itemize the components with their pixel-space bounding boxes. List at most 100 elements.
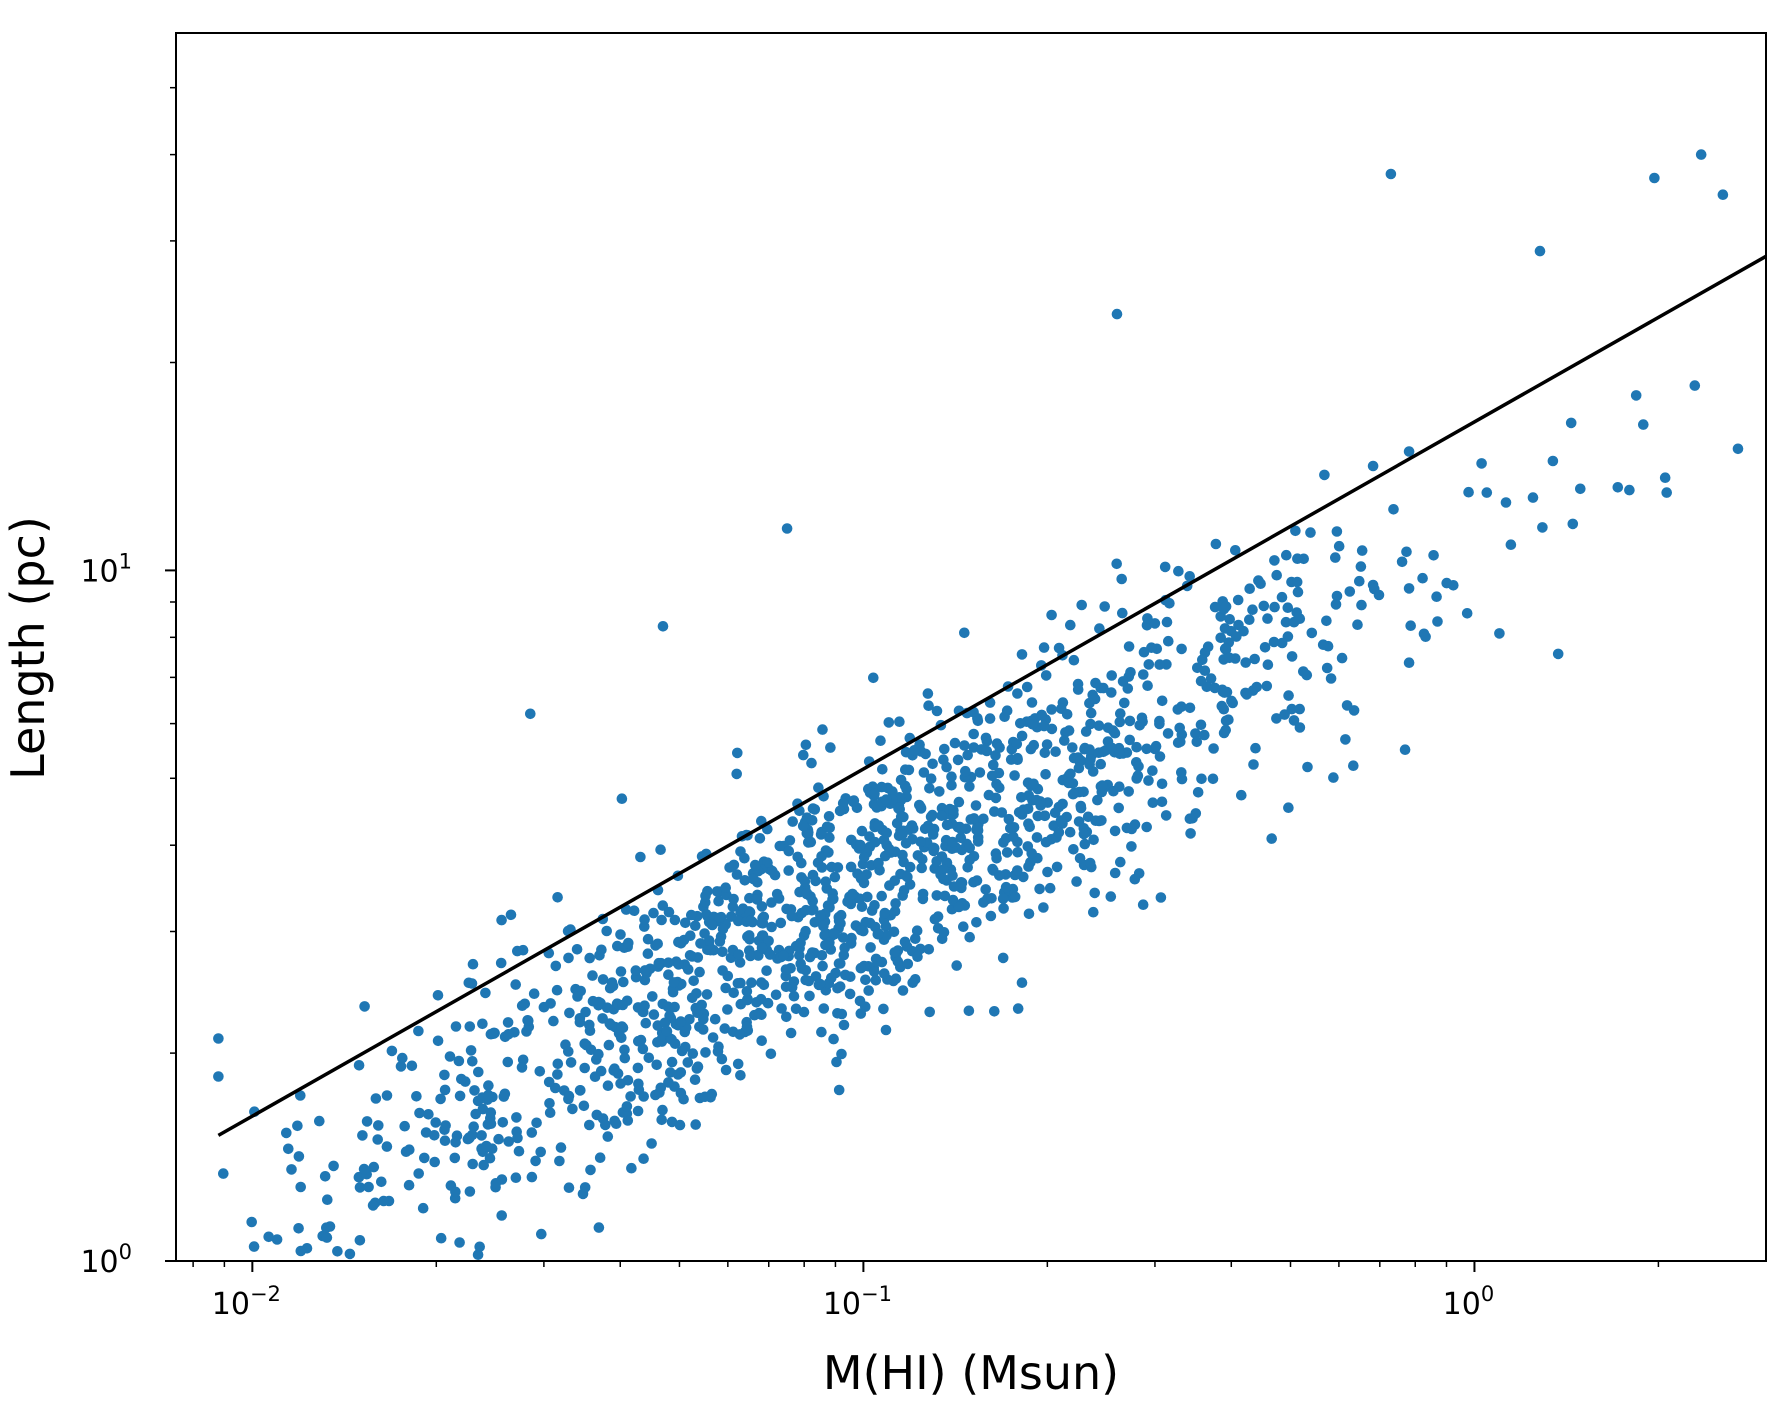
data-point bbox=[804, 990, 815, 1002]
data-point bbox=[697, 1024, 709, 1035]
data-point bbox=[923, 944, 935, 955]
data-point bbox=[373, 1120, 384, 1131]
data-point bbox=[756, 1009, 767, 1020]
data-point bbox=[1036, 709, 1047, 721]
data-point bbox=[743, 930, 755, 941]
data-point bbox=[894, 716, 905, 727]
data-point bbox=[786, 910, 798, 922]
data-point bbox=[728, 893, 739, 905]
data-point bbox=[1441, 577, 1452, 589]
data-point bbox=[1024, 821, 1035, 833]
data-point bbox=[1463, 486, 1474, 498]
data-point bbox=[1114, 716, 1126, 728]
data-point bbox=[728, 859, 740, 871]
data-point bbox=[638, 1091, 649, 1102]
data-point bbox=[474, 1241, 486, 1253]
data-point bbox=[880, 1024, 892, 1036]
data-point bbox=[1191, 736, 1203, 748]
data-point bbox=[663, 957, 674, 968]
data-point bbox=[584, 952, 595, 964]
data-point bbox=[815, 910, 826, 921]
data-point bbox=[1288, 715, 1300, 726]
data-point bbox=[912, 951, 923, 962]
data-point bbox=[1040, 670, 1052, 681]
data-point bbox=[1276, 637, 1288, 649]
data-point bbox=[1067, 742, 1078, 753]
data-point bbox=[706, 919, 718, 930]
data-point bbox=[744, 907, 756, 918]
data-point bbox=[534, 1066, 546, 1077]
data-point bbox=[622, 1115, 634, 1126]
data-point bbox=[248, 1241, 260, 1252]
data-point bbox=[873, 820, 885, 831]
data-point bbox=[1268, 636, 1280, 648]
data-point bbox=[1385, 168, 1397, 180]
data-point bbox=[862, 891, 873, 903]
data-point bbox=[1294, 722, 1306, 733]
data-point bbox=[910, 933, 921, 944]
data-point bbox=[823, 977, 835, 989]
data-point bbox=[295, 1090, 306, 1101]
data-point bbox=[1012, 846, 1023, 858]
data-point bbox=[423, 1109, 434, 1120]
data-point bbox=[763, 935, 774, 947]
data-point bbox=[399, 1120, 411, 1132]
data-point bbox=[1367, 460, 1379, 472]
data-point bbox=[1184, 702, 1196, 714]
data-point bbox=[983, 789, 995, 801]
data-point bbox=[674, 1119, 686, 1131]
data-point bbox=[381, 1141, 393, 1152]
data-point bbox=[328, 1160, 339, 1172]
data-point bbox=[1080, 726, 1092, 737]
data-point bbox=[1405, 620, 1416, 631]
data-point bbox=[1073, 762, 1085, 774]
data-point bbox=[855, 873, 867, 884]
data-point bbox=[963, 1005, 975, 1017]
data-point bbox=[980, 732, 992, 744]
data-point bbox=[856, 825, 868, 837]
data-point bbox=[1567, 518, 1579, 530]
data-point bbox=[429, 1130, 440, 1141]
data-point bbox=[780, 981, 792, 993]
data-point bbox=[1401, 546, 1412, 558]
data-point bbox=[820, 876, 831, 887]
data-point bbox=[780, 964, 792, 975]
data-point bbox=[1661, 487, 1672, 498]
data-point bbox=[1230, 545, 1241, 556]
data-point bbox=[1527, 492, 1539, 503]
data-point bbox=[1111, 558, 1122, 570]
data-point bbox=[466, 978, 478, 989]
data-point bbox=[869, 900, 880, 911]
data-point bbox=[1109, 867, 1121, 879]
data-point bbox=[844, 988, 856, 1000]
data-point bbox=[924, 783, 935, 794]
data-point bbox=[1630, 390, 1642, 401]
data-point bbox=[580, 1006, 591, 1018]
data-point bbox=[948, 881, 960, 892]
data-point bbox=[947, 836, 958, 848]
data-point bbox=[1059, 735, 1070, 746]
data-point bbox=[1333, 540, 1345, 552]
data-point bbox=[1575, 483, 1586, 495]
data-point bbox=[1124, 734, 1135, 746]
data-point bbox=[731, 869, 743, 880]
data-point bbox=[633, 1035, 644, 1047]
data-point bbox=[1244, 614, 1255, 625]
data-point bbox=[639, 965, 651, 976]
data-point bbox=[1050, 746, 1061, 757]
data-point bbox=[1003, 813, 1015, 825]
data-point bbox=[756, 1035, 767, 1046]
data-point bbox=[1039, 810, 1051, 822]
data-point bbox=[915, 801, 926, 813]
data-point bbox=[657, 1104, 668, 1116]
data-point bbox=[1064, 826, 1076, 838]
data-point bbox=[795, 937, 806, 949]
data-point bbox=[816, 1026, 827, 1038]
data-point bbox=[1089, 887, 1100, 899]
data-point bbox=[1040, 836, 1052, 848]
data-point bbox=[483, 1080, 494, 1091]
data-point bbox=[621, 1101, 633, 1112]
data-point bbox=[732, 747, 743, 759]
data-point bbox=[829, 928, 841, 940]
data-point bbox=[889, 875, 901, 886]
